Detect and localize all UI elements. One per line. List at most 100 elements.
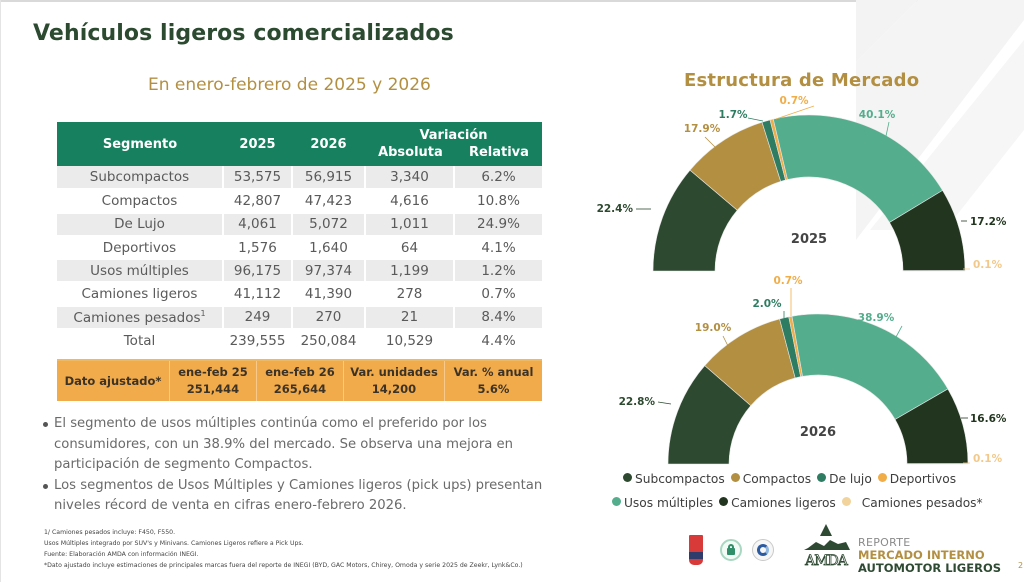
- header-2025: 2025: [223, 122, 292, 166]
- legend-label: Compactos: [742, 472, 812, 486]
- cell-segment-text: De Lujo: [114, 216, 165, 233]
- adjusted-data-row: Dato ajustado* ene-feb 25 251,444 ene-fe…: [57, 359, 542, 401]
- cell-relative-text: 4.4%: [481, 332, 516, 349]
- cell-2026-text: 41,390: [304, 286, 353, 303]
- adjusted-cell-ene-feb-26: ene-feb 26 265,644: [257, 361, 344, 401]
- svg-text:AMDA: AMDA: [804, 553, 849, 568]
- cell-relative: 4.1%: [454, 235, 542, 261]
- cell-segment-text: Deportivos: [102, 239, 177, 256]
- cell-2025-text: 53,575: [233, 169, 282, 186]
- legend-item: Camiones pesados*: [841, 496, 983, 510]
- footnote: Usos Múltiples integrado por SUV's y Min…: [44, 540, 304, 547]
- cell-2026: 250,084: [292, 329, 366, 354]
- cell-segment: Subcompactos: [57, 166, 224, 191]
- cell-segment: Compactos: [57, 189, 224, 214]
- adjusted-col3-value: 14,200: [371, 382, 417, 396]
- cell-relative-text: 4.1%: [481, 239, 516, 256]
- legend-label: Subcompactos: [635, 472, 725, 486]
- cell-relative: 8.4%: [454, 305, 542, 331]
- adjusted-col1-label: ene-feb 25: [178, 365, 248, 379]
- table-row: De Lujo 4,061 5,072 1,011 24.9%: [57, 212, 542, 237]
- cell-2025: 53,575: [223, 166, 293, 191]
- year-label: 2025: [791, 232, 827, 247]
- cell-2025-text: 41,112: [233, 286, 282, 303]
- brand-line-2: MERCADO INTERNO: [858, 548, 985, 562]
- leader-line: [747, 117, 764, 122]
- segment-table-container: Segmento 2025 2026 Variación Absoluta Re…: [57, 122, 542, 354]
- header-relative: Relativa: [468, 145, 529, 160]
- table-header-row: Segmento 2025 2026 Variación Absoluta Re…: [57, 122, 542, 166]
- amda-logo-icon: AMDA: [804, 524, 850, 568]
- cell-segment: De Lujo: [57, 212, 224, 237]
- report-brand: REPORTE MERCADO INTERNO AUTOMOTOR LIGERO…: [858, 536, 1001, 575]
- left-border: [0, 0, 1, 582]
- chart-legend: Subcompactos Compactos De lujo Deportivos Us…: [612, 467, 1024, 515]
- legend-label: De lujo: [829, 472, 872, 486]
- cell-relative-text: 24.9%: [477, 216, 520, 233]
- cell-relative-text: 8.4%: [481, 309, 516, 326]
- legend-label: Camiones pesados*: [861, 496, 983, 510]
- table-row: Camiones pesados1 249 270 21 8.4%: [57, 305, 542, 331]
- header-variation-sub: Absoluta Relativa: [365, 144, 542, 161]
- data-label: 0.7%: [779, 95, 809, 107]
- adjusted-cell-var-unidades: Var. unidades 14,200: [344, 361, 445, 401]
- cell-relative-text: 1.2%: [481, 262, 516, 279]
- cell-2025-text: 42,807: [233, 192, 282, 209]
- cell-absolute-text: 1,011: [390, 216, 429, 233]
- leader-line: [657, 401, 672, 405]
- cell-absolute-text: 278: [396, 286, 423, 303]
- cell-absolute: 21: [365, 305, 455, 331]
- adjusted-label: Dato ajustado*: [64, 373, 162, 388]
- cell-2026: 1,640: [292, 235, 366, 261]
- brand-line-3: AUTOMOTOR LIGEROS: [858, 561, 1002, 575]
- cell-absolute: 10,529: [365, 329, 455, 354]
- cell-2026-text: 5,072: [309, 216, 348, 233]
- cell-2025: 42,807: [223, 189, 293, 214]
- legend-item: Usos múltiples: [612, 496, 713, 510]
- cell-segment: Deportivos: [57, 235, 224, 261]
- data-label: 22.8%: [619, 396, 656, 408]
- leader-line: [775, 105, 815, 120]
- chart-title: Estructura de Mercado: [684, 70, 920, 91]
- cell-2025: 41,112: [223, 282, 293, 307]
- cell-absolute-text: 4,616: [390, 192, 429, 209]
- cell-2026: 56,915: [292, 166, 366, 191]
- adjusted-col3-label: Var. unidades: [350, 365, 438, 379]
- cell-2026-text: 250,084: [300, 332, 357, 349]
- cell-absolute-text: 3,340: [390, 169, 429, 186]
- table-subtitle: En enero-febrero de 2025 y 2026: [148, 75, 431, 95]
- legend-row: Subcompactos Compactos De lujo Deportivos: [612, 467, 1024, 491]
- legend-item: Camiones ligeros: [719, 496, 836, 510]
- cell-2026: 41,390: [292, 282, 366, 307]
- cell-2026: 47,423: [292, 189, 366, 214]
- table-row: Subcompactos 53,575 56,915 3,340 6.2%: [57, 166, 542, 191]
- leader-line: [895, 325, 903, 338]
- brand-line-1: REPORTE: [858, 536, 911, 549]
- data-label: 2.0%: [752, 298, 782, 310]
- cell-absolute: 1,011: [365, 212, 455, 237]
- cell-2025: 249: [223, 305, 293, 331]
- cell-absolute-text: 64: [400, 239, 419, 256]
- cell-segment-text: Camiones pesados: [73, 309, 201, 326]
- legend-swatch-icon: [612, 496, 621, 506]
- cell-2026-text: 1,640: [309, 239, 348, 256]
- cell-absolute-text: 21: [400, 309, 419, 326]
- cell-segment: Usos múltiples: [57, 259, 224, 284]
- page-title: Vehículos ligeros comercializados: [33, 21, 454, 46]
- adjusted-col1-value: 251,444: [186, 382, 240, 396]
- cell-segment-text: Usos múltiples: [90, 262, 189, 279]
- cell-segment-text: Subcompactos: [89, 169, 190, 186]
- bullet-icon: [43, 422, 48, 427]
- adjusted-col2-label: ene-feb 26: [265, 365, 335, 379]
- footnote: *Dato ajustado incluye estimaciones de p…: [44, 562, 523, 569]
- cell-2025: 239,555: [223, 329, 293, 354]
- insight-item: Los segmentos de Usos Múltiples y Camion…: [42, 476, 552, 517]
- data-label: 1.7%: [718, 109, 748, 121]
- cell-relative: 0.7%: [454, 282, 542, 307]
- cell-absolute-text: 10,529: [385, 332, 434, 349]
- data-label: 0.1%: [973, 453, 1003, 465]
- year-label: 2026: [800, 425, 836, 440]
- legend-swatch-icon: [719, 496, 729, 506]
- cell-2025-text: 249: [244, 309, 271, 326]
- data-label: 38.9%: [858, 312, 895, 324]
